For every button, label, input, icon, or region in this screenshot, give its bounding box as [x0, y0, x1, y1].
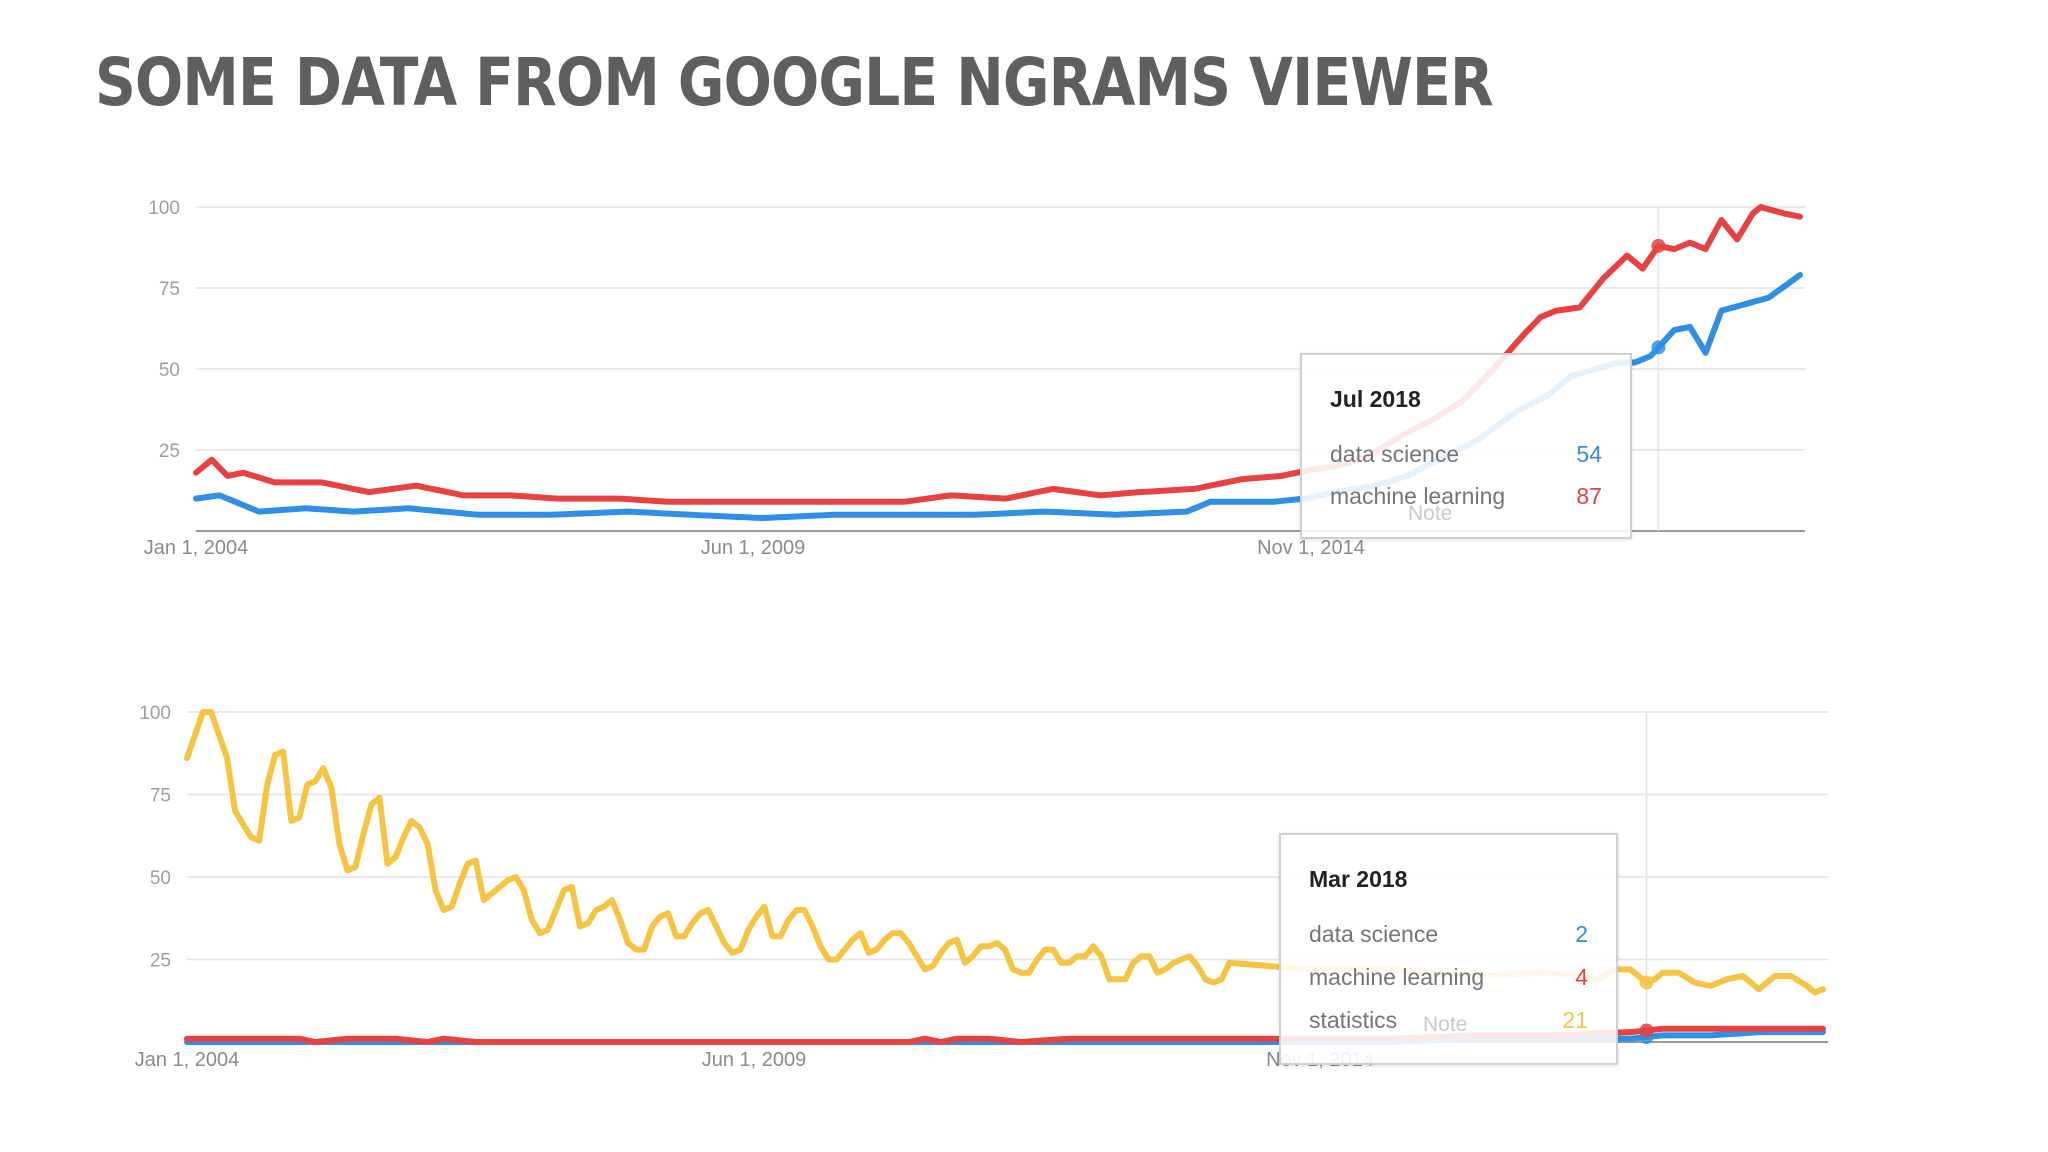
x-tick-label: Jun 1, 2009	[701, 537, 806, 559]
tooltip-series-value: 54	[1576, 441, 1602, 467]
tooltip-row-statistics: statistics 21	[1309, 1007, 1588, 1037]
tooltip-note-link[interactable]: Note	[1408, 502, 1453, 525]
tooltip-date: Mar 2018	[1309, 866, 1408, 892]
y-tick-label: 75	[159, 279, 180, 300]
tooltip-series-name: statistics	[1309, 1007, 1398, 1033]
hover-marker-statistics	[1639, 975, 1654, 990]
tooltip-series-value: 21	[1562, 1007, 1588, 1033]
tooltip-date: Jul 2018	[1330, 386, 1421, 412]
y-tick-label: 75	[150, 786, 171, 807]
tooltip-row-machine-learning: machine learning 87	[1330, 483, 1602, 513]
chart1-tooltip: Jul 2018 data science 54 machine learnin…	[1300, 353, 1632, 539]
hover-marker-machine-learning	[1639, 1023, 1654, 1038]
tooltip-note-link[interactable]: Note	[1423, 1013, 1468, 1036]
chart2-tooltip: Mar 2018 data science 2 machine learning…	[1279, 833, 1618, 1065]
tooltip-series-name: machine learning	[1330, 483, 1506, 509]
tooltip-series-value: 2	[1575, 921, 1588, 947]
y-tick-label: 25	[159, 441, 180, 462]
tooltip-row-data-science: data science 2	[1309, 921, 1588, 951]
y-tick-label: 50	[159, 360, 180, 381]
x-tick-label: Jan 1, 2004	[144, 537, 249, 559]
y-tick-label: 25	[150, 951, 171, 972]
tooltip-series-name: machine learning	[1309, 964, 1485, 990]
tooltip-series-value: 4	[1575, 964, 1588, 990]
x-tick-label: Jun 1, 2009	[702, 1049, 807, 1071]
x-tick-label: Jan 1, 2004	[135, 1049, 240, 1071]
y-tick-label: 50	[150, 868, 171, 889]
tooltip-series-name: data science	[1309, 921, 1439, 947]
tooltip-series-value: 87	[1576, 483, 1602, 509]
tooltip-series-name: data science	[1330, 441, 1460, 467]
hover-marker-machine-learning	[1651, 238, 1666, 253]
tooltip-row-machine-learning: machine learning 4	[1309, 964, 1588, 994]
tooltip-row-data-science: data science 54	[1330, 441, 1602, 471]
y-tick-label: 100	[148, 198, 180, 219]
y-tick-label: 100	[139, 703, 171, 724]
slide-title: SOME DATA FROM GOOGLE NGRAMS VIEWER	[95, 44, 1494, 121]
hover-marker-data-science	[1651, 340, 1666, 355]
x-tick-label: Nov 1, 2014	[1257, 537, 1365, 559]
series-line-machine-learning	[193, 204, 1803, 505]
